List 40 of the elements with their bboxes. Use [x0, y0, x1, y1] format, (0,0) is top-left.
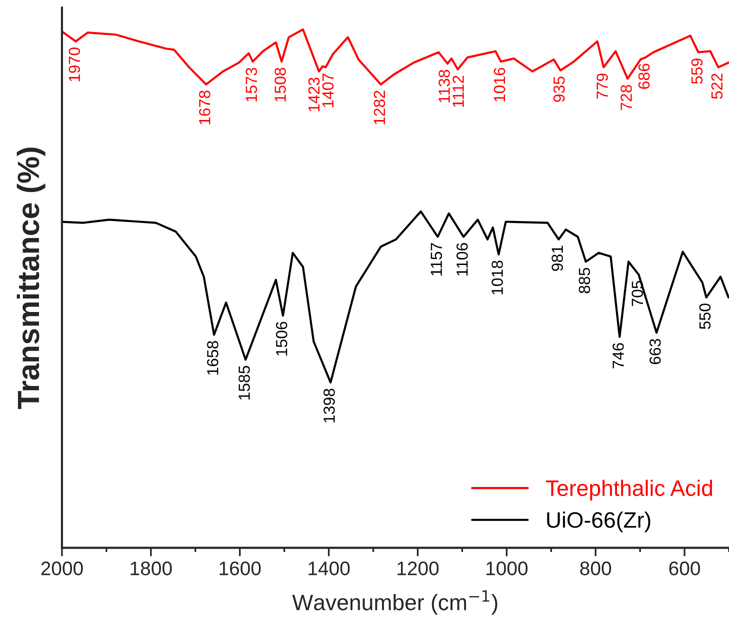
annotation: 1970: [68, 48, 80, 82]
legend-label: Terephthalic Acid: [546, 480, 712, 500]
annotation: 779: [596, 74, 608, 99]
annotation: 1423: [308, 78, 320, 112]
annotation: 1112: [452, 76, 464, 107]
annotation: 981: [552, 246, 563, 271]
annotation: 550: [699, 304, 711, 330]
annotation: 1018: [492, 260, 503, 294]
annotation: 1138: [438, 70, 450, 102]
annotation: 1506: [276, 322, 288, 356]
annotation: 686: [638, 64, 650, 89]
x-tick-label: 1800: [130, 562, 172, 576]
annotation: 663: [649, 338, 661, 364]
annotation: 1407: [322, 74, 334, 108]
annotation: 728: [620, 84, 632, 110]
x-axis-title: Wavenumber (cm$^{−1}$): [292, 590, 498, 615]
legend-label: UiO-66(Zr): [547, 512, 650, 532]
annotation: 1016: [494, 68, 506, 102]
annotation: 935: [553, 76, 565, 102]
x-tick-label: 600: [669, 562, 700, 576]
annotation: 522: [711, 74, 723, 99]
x-tick-label: 800: [580, 562, 612, 576]
annotation: 1573: [246, 68, 258, 102]
x-tick-label: 1200: [398, 562, 439, 576]
annotation: 1678: [199, 90, 210, 124]
y-axis-title: Transmittance (%): [16, 148, 46, 410]
annotation: 559: [691, 58, 703, 84]
annotation: 1658: [207, 341, 218, 375]
x-tick-label: 1400: [308, 562, 350, 576]
annotation: 1508: [274, 68, 286, 102]
annotation: 1157: [430, 243, 442, 276]
x-tick-label: 1000: [486, 562, 528, 576]
annotation: 1398: [324, 388, 335, 422]
x-tick-label: 1600: [220, 562, 261, 576]
annotation: 1106: [456, 243, 468, 276]
annotation: 746: [612, 343, 624, 368]
annotation: 1585: [238, 366, 250, 400]
annotation: 1282: [374, 90, 386, 124]
x-tick-label: 2000: [41, 562, 83, 576]
annotation: 885: [578, 268, 590, 294]
